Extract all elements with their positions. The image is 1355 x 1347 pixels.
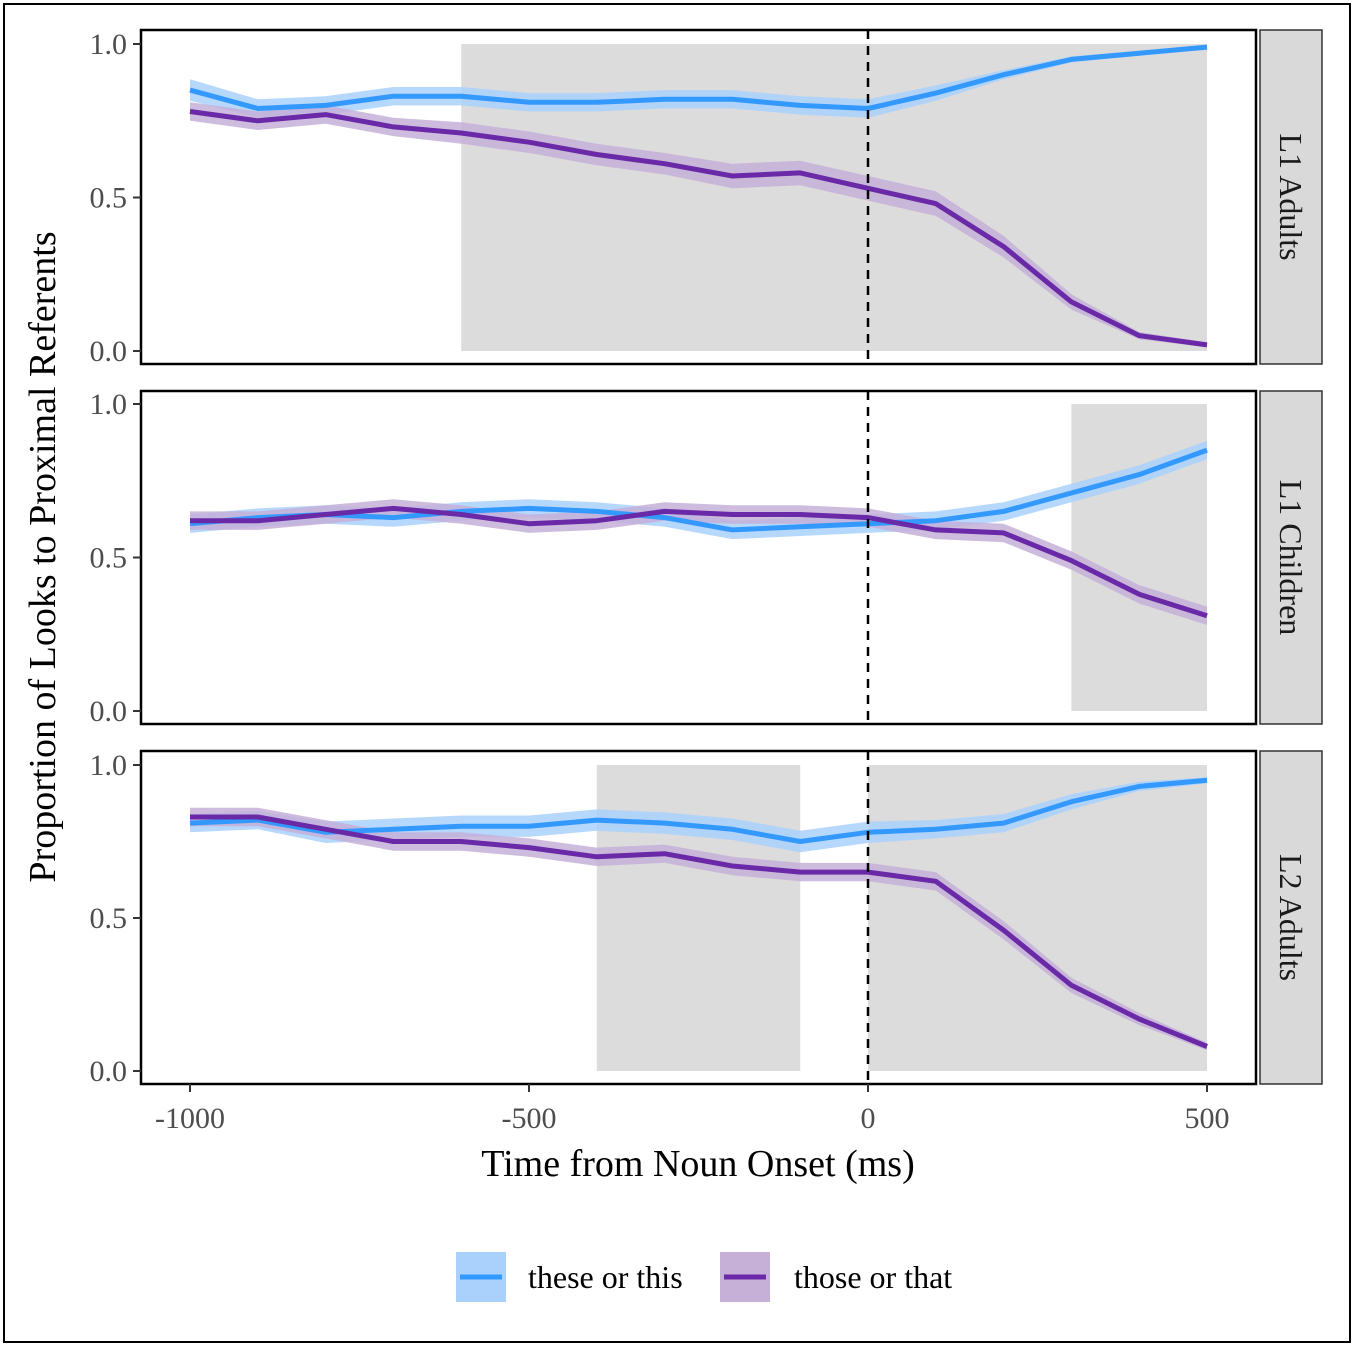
- ci-ribbon-these-or-this: [190, 45, 1207, 118]
- y-axis-title: Proportion of Looks to Proximal Referent…: [22, 231, 64, 882]
- series-line-those-or-that: [189, 109, 1208, 348]
- series-line-these-or-this: [189, 447, 1208, 533]
- y-tick-label: 0.0: [90, 335, 128, 368]
- legend-label-these-or-this: these or this: [528, 1259, 683, 1295]
- y-tick-label: 1.0: [90, 28, 128, 61]
- x-axis-title: Time from Noun Onset (ms): [481, 1143, 914, 1185]
- facet-strip: [1259, 29, 1323, 365]
- facet-strip: [1259, 750, 1323, 1085]
- legend-key-these-or-this: [456, 1252, 506, 1302]
- series-line-these-or-this: [189, 44, 1208, 111]
- facet-label-l1-adults: L1 Adults: [1273, 133, 1309, 260]
- facet-label-l2-adults: L2 Adults: [1273, 854, 1309, 981]
- y-tick-label: 0.5: [90, 902, 128, 935]
- y-tick-label: 0.0: [90, 1055, 128, 1088]
- x-tick-label: -1000: [155, 1102, 225, 1135]
- panel-l2-adults: 0.0 0.5 1.0 L2 Adults: [90, 749, 1323, 1088]
- y-tick-label: 0.5: [90, 182, 128, 215]
- y-tick-label: 1.0: [90, 388, 128, 421]
- y-tick-label: 0.0: [90, 695, 128, 728]
- series-line-these-or-this: [189, 777, 1208, 844]
- panel-l1-children: 0.0 0.5 1.0 L1 Children: [90, 388, 1323, 728]
- series-line-those-or-that: [190, 814, 1208, 1049]
- x-axis: -1000 -500 0 500: [155, 1084, 1230, 1135]
- x-tick-label: 0: [861, 1102, 876, 1135]
- x-tick-label: 500: [1185, 1102, 1230, 1135]
- panel-l1-adults: 0.0 0.5 1.0 L1 Adults: [90, 28, 1323, 368]
- legend: these or this those or that: [456, 1252, 952, 1302]
- shaded-window: [461, 44, 1207, 351]
- ci-ribbon-those-or-that: [190, 102, 1207, 348]
- facet-label-l1-children: L1 Children: [1273, 480, 1309, 636]
- facet-strip: [1259, 390, 1323, 725]
- x-tick-label: -500: [502, 1102, 557, 1135]
- legend-key-those-or-that: [720, 1252, 770, 1302]
- series-line-those-or-that: [190, 505, 1208, 619]
- legend-label-those-or-that: those or that: [794, 1259, 952, 1295]
- y-tick-label: 1.0: [90, 749, 128, 782]
- y-tick-label: 0.5: [90, 542, 128, 575]
